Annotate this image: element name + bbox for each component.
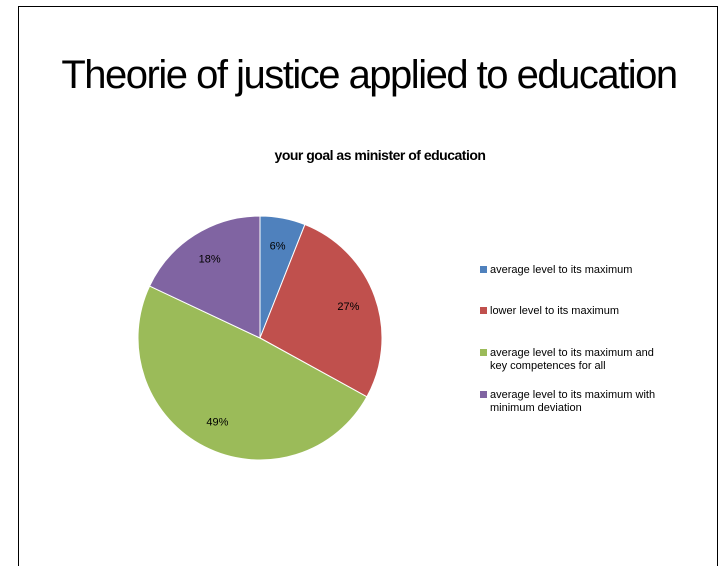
chart-legend: average level to its maximum lower level … (480, 264, 655, 414)
slide: Theorie of justice applied to education (18, 6, 718, 566)
pie-data-labels: 6% 27% 49% 18% (199, 241, 360, 429)
legend-label: average level to its maximum with minimum… (490, 389, 655, 414)
pie-data-label: 18% (199, 254, 221, 266)
legend-swatch (480, 307, 487, 314)
legend-swatch (480, 266, 487, 273)
pie-data-label: 6% (270, 241, 286, 253)
pie-chart: your goal as minister of education 6% 27%… (137, 147, 655, 461)
pie-slice (259, 223, 383, 398)
slide-title: Theorie of justice applied to education (61, 53, 678, 97)
pie-data-label: 49% (206, 417, 228, 429)
legend-label: average level to its maximum and key comp… (490, 347, 654, 372)
legend-label: lower level to its maximum (490, 305, 619, 317)
legend-swatch (480, 349, 487, 356)
legend-label: average level to its maximum (490, 264, 632, 276)
pie-data-label: 27% (337, 301, 359, 313)
pie-slice (148, 215, 261, 339)
pie-slices (137, 215, 383, 461)
pie-slice (137, 285, 368, 461)
legend-swatch (480, 391, 487, 398)
chart-title: your goal as minister of education (275, 147, 486, 163)
